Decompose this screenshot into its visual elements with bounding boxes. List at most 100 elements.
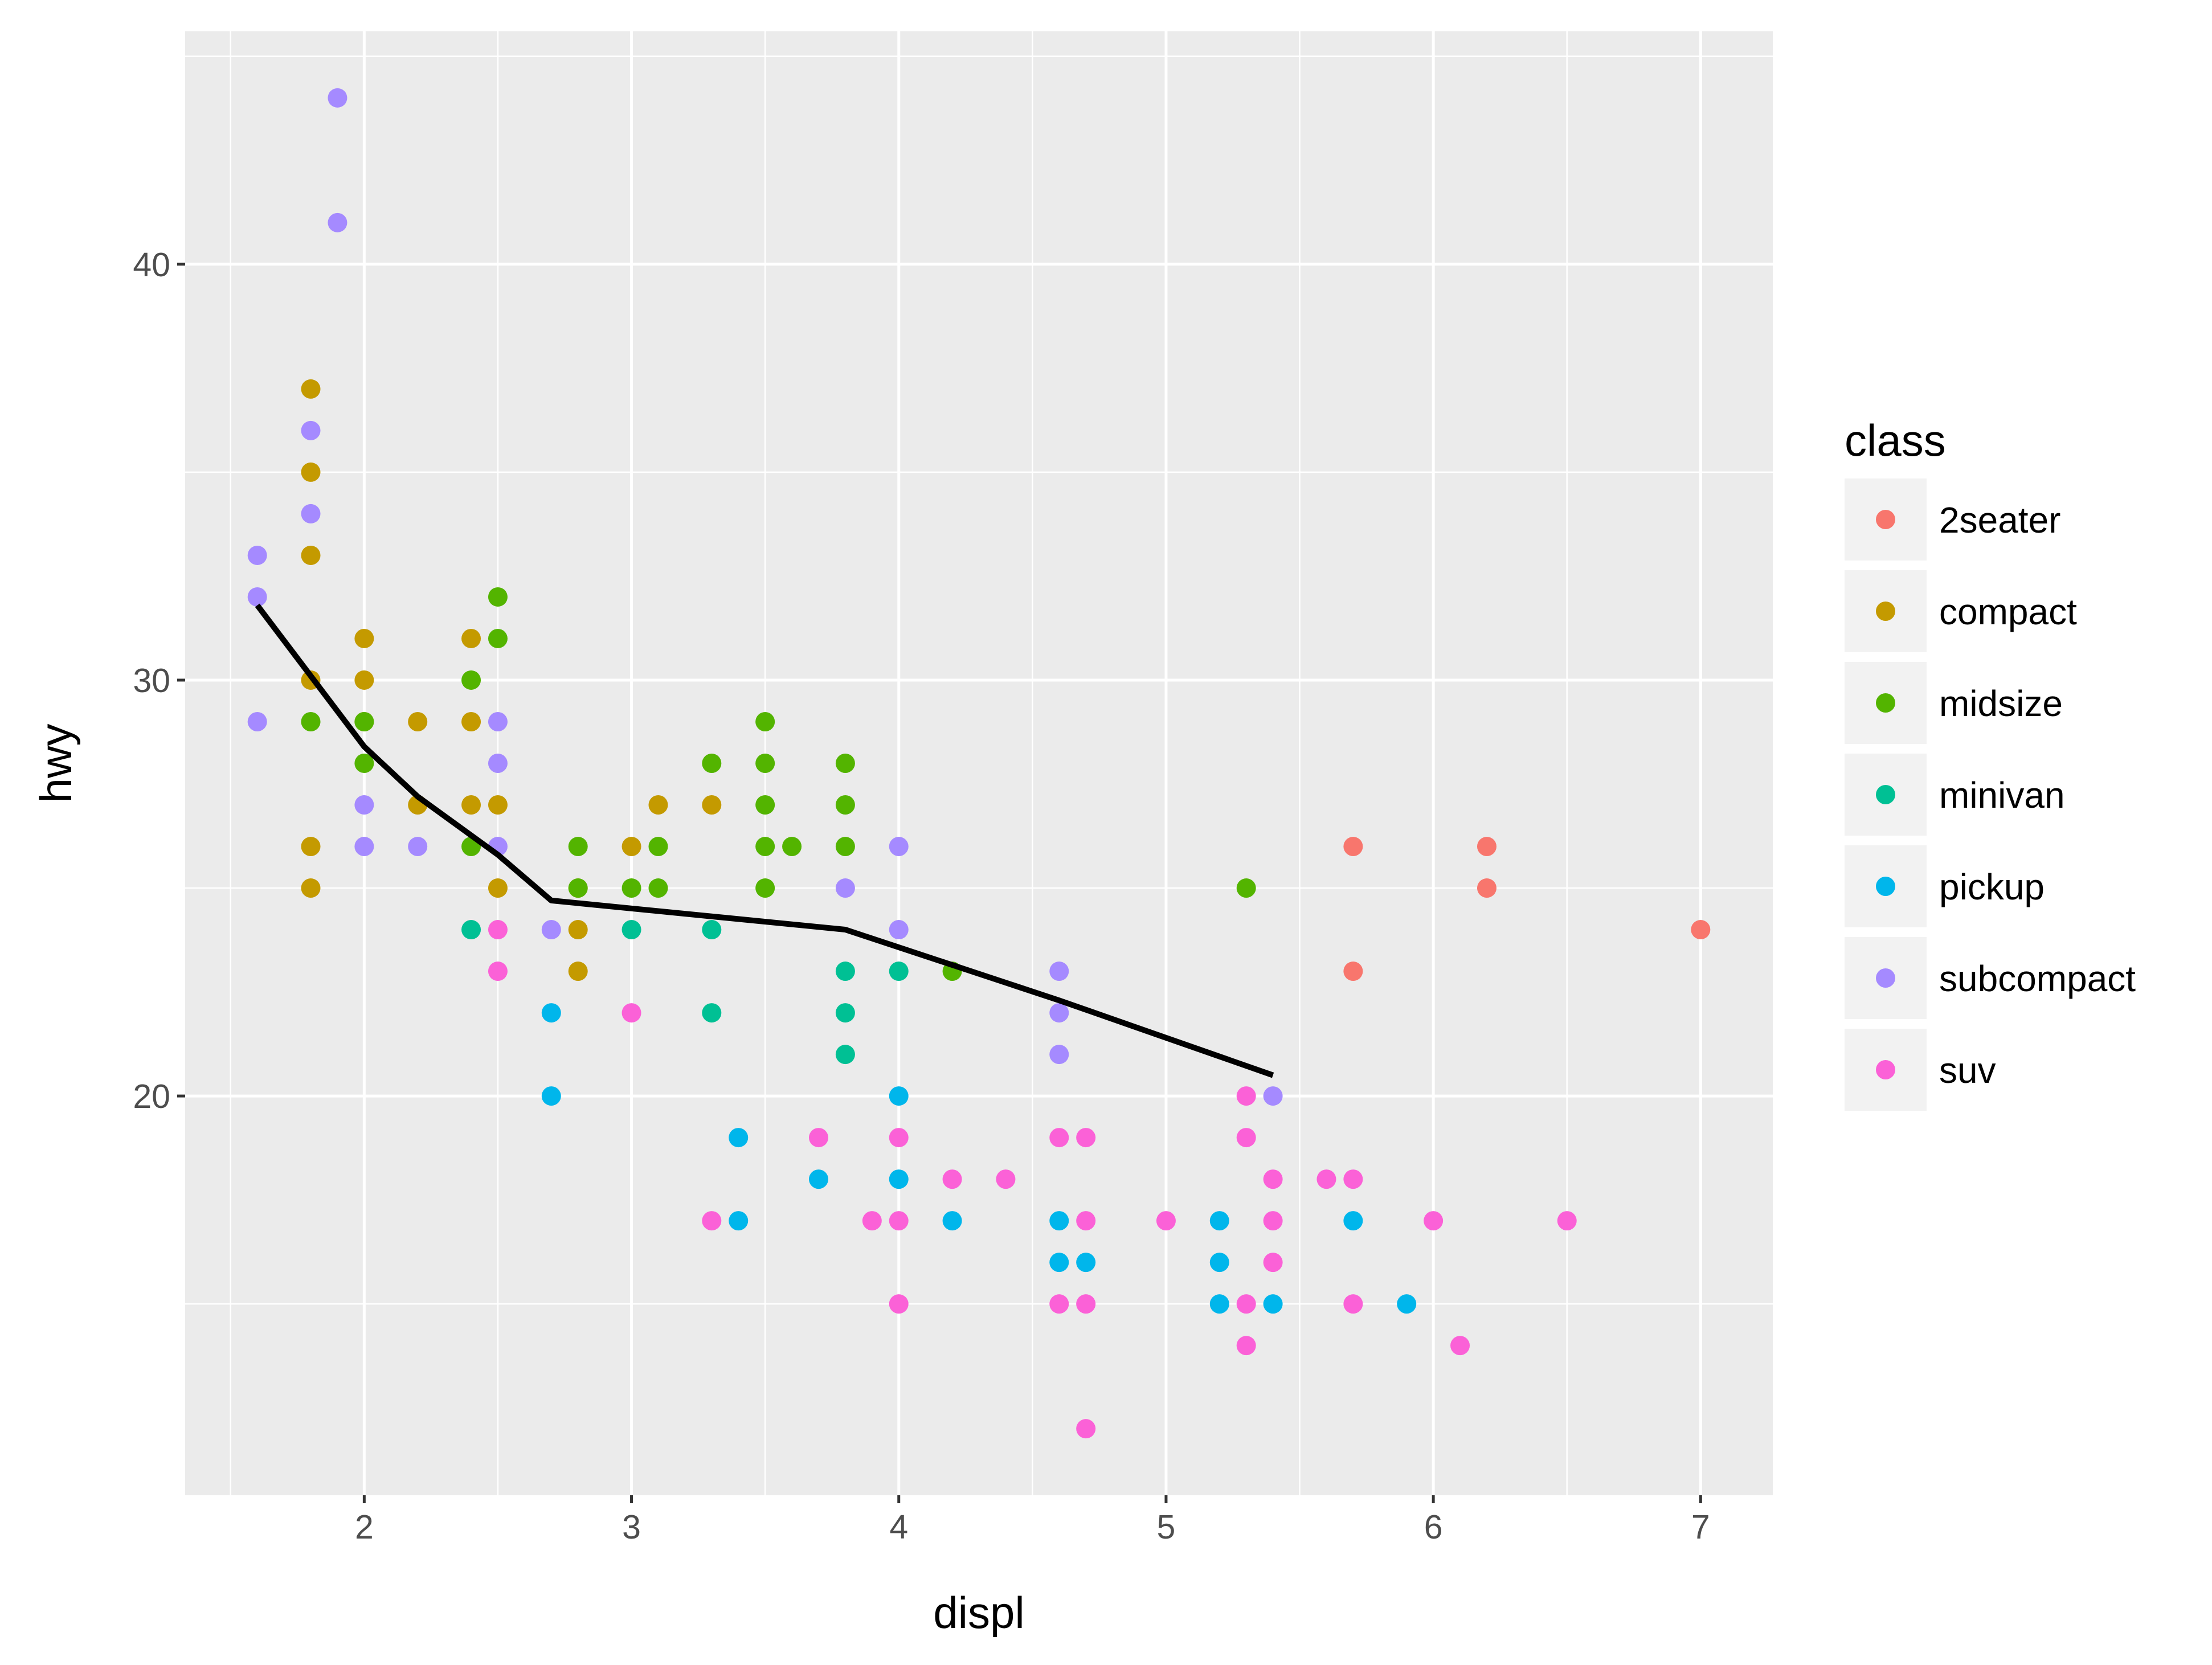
point-midsize	[461, 670, 481, 690]
point-suv	[1236, 1336, 1256, 1356]
point-suv	[1076, 1419, 1096, 1439]
point-compact	[702, 795, 722, 815]
point-midsize	[568, 878, 588, 898]
legend-swatch-suv	[1876, 1060, 1895, 1079]
point-2seater	[1477, 837, 1497, 857]
point-suv	[488, 920, 508, 940]
point-suv	[889, 1294, 909, 1314]
point-midsize	[835, 754, 855, 773]
legend-label-midsize: midsize	[1939, 683, 2063, 724]
point-subcompact	[1263, 1086, 1283, 1106]
y-tick-label: 40	[133, 246, 170, 284]
point-compact	[622, 837, 641, 857]
legend-swatch-minivan	[1876, 785, 1895, 804]
point-midsize	[782, 837, 802, 857]
point-suv	[1557, 1211, 1577, 1231]
point-midsize	[568, 837, 588, 857]
point-subcompact	[328, 88, 347, 108]
point-subcompact	[541, 920, 561, 940]
point-minivan	[461, 920, 481, 940]
point-midsize	[835, 837, 855, 857]
point-subcompact	[354, 837, 374, 857]
point-suv	[1049, 1128, 1069, 1148]
point-subcompact	[301, 504, 321, 523]
point-midsize	[622, 878, 641, 898]
point-subcompact	[835, 878, 855, 898]
point-suv	[1076, 1294, 1096, 1314]
point-compact	[354, 670, 374, 690]
point-suv	[1049, 1294, 1069, 1314]
point-suv	[1076, 1128, 1096, 1148]
point-suv	[1263, 1169, 1283, 1189]
point-subcompact	[247, 587, 267, 607]
point-suv	[702, 1211, 722, 1231]
point-subcompact	[328, 212, 347, 232]
x-tick-label: 6	[1424, 1508, 1443, 1546]
point-subcompact	[889, 920, 909, 940]
smooth-line-layer	[255, 603, 1274, 1078]
x-tick-label: 2	[355, 1508, 374, 1546]
point-midsize	[755, 754, 775, 773]
legend-label-compact: compact	[1939, 591, 2077, 632]
point-midsize	[755, 837, 775, 857]
point-suv	[1424, 1211, 1444, 1231]
legend-swatch-2seater	[1876, 510, 1895, 529]
point-2seater	[1691, 920, 1711, 940]
point-subcompact	[488, 754, 508, 773]
point-pickup	[889, 1169, 909, 1189]
point-pickup	[1343, 1211, 1363, 1231]
point-compact	[301, 837, 321, 857]
point-midsize	[354, 754, 374, 773]
legend-label-suv: suv	[1939, 1050, 1996, 1091]
point-compact	[461, 795, 481, 815]
point-suv	[862, 1211, 882, 1231]
point-midsize	[835, 795, 855, 815]
point-suv	[889, 1211, 909, 1231]
legend-swatch-pickup	[1876, 877, 1895, 896]
point-minivan	[889, 962, 909, 981]
point-pickup	[808, 1169, 828, 1189]
point-midsize	[488, 628, 508, 648]
point-suv	[1263, 1211, 1283, 1231]
point-suv	[1316, 1169, 1336, 1189]
point-midsize	[755, 711, 775, 731]
y-axis: 20 30 40	[133, 246, 185, 1115]
y-axis-title: hwy	[31, 724, 81, 803]
point-suv	[1263, 1253, 1283, 1273]
point-midsize	[702, 754, 722, 773]
point-suv	[808, 1128, 828, 1148]
point-suv	[1236, 1086, 1256, 1106]
x-tick-label: 3	[622, 1508, 641, 1546]
point-suv	[1076, 1211, 1096, 1231]
legend-label-pickup: pickup	[1939, 866, 2045, 907]
point-pickup	[1209, 1253, 1229, 1273]
legend-label-minivan: minivan	[1939, 775, 2065, 816]
point-suv	[1343, 1294, 1363, 1314]
y-tick-label: 30	[133, 662, 170, 699]
point-2seater	[1477, 878, 1497, 898]
legend-swatch-subcompact	[1876, 968, 1895, 988]
point-midsize	[755, 795, 775, 815]
point-pickup	[1076, 1253, 1096, 1273]
point-pickup	[729, 1128, 749, 1148]
point-minivan	[835, 1045, 855, 1065]
point-pickup	[889, 1086, 909, 1106]
point-compact	[488, 878, 508, 898]
point-minivan	[702, 1003, 722, 1023]
point-midsize	[755, 878, 775, 898]
x-tick-label: 5	[1157, 1508, 1176, 1546]
point-subcompact	[247, 711, 267, 731]
point-suv	[942, 1169, 962, 1189]
point-pickup	[1209, 1211, 1229, 1231]
point-compact	[568, 920, 588, 940]
point-midsize	[1236, 878, 1256, 898]
data-points	[247, 88, 1711, 1439]
point-subcompact	[408, 837, 428, 857]
point-compact	[461, 628, 481, 648]
point-subcompact	[1049, 1003, 1069, 1023]
major-gridlines	[185, 31, 1773, 1495]
point-pickup	[1049, 1253, 1069, 1273]
point-suv	[1236, 1294, 1256, 1314]
legend-label-subcompact: subcompact	[1939, 958, 2136, 999]
x-axis-title: displ	[933, 1588, 1024, 1638]
